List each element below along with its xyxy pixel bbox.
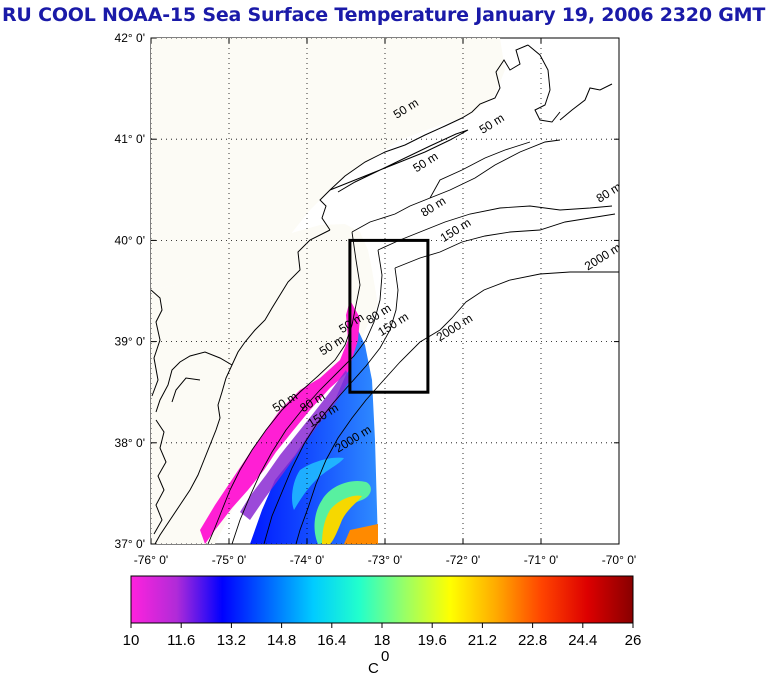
long-island bbox=[329, 129, 469, 193]
lon-tick-label: -75° 0' bbox=[212, 553, 246, 567]
lon-tick-label: -72° 0' bbox=[446, 553, 480, 567]
sst-swath-magenta bbox=[200, 300, 360, 544]
colorbar-tick-label: 18 bbox=[374, 632, 391, 649]
longitude-axis: -76° 0' -75° 0' -74° 0' -73° 0' -72° 0' -71° … bbox=[134, 38, 636, 567]
land-area-north bbox=[151, 38, 505, 290]
lon-tick-label: -76° 0' bbox=[134, 553, 168, 567]
chesapeake-bay bbox=[151, 289, 167, 535]
lon-tick-label: -74° 0' bbox=[290, 553, 324, 567]
colorbar-tick-label: 10 bbox=[123, 632, 140, 649]
sst-swath-purple bbox=[240, 370, 350, 520]
colorbar-tick-label: 24.4 bbox=[568, 632, 597, 649]
lat-tick-label: 39° 0' bbox=[115, 335, 145, 349]
lon-tick-label: -70° 0' bbox=[602, 553, 636, 567]
isobath-80m bbox=[231, 205, 613, 544]
lat-tick-label: 40° 0' bbox=[115, 233, 145, 247]
isobath-150m bbox=[263, 213, 616, 544]
lat-tick-label: 38° 0' bbox=[115, 436, 145, 450]
colorbar-tick-label: 11.6 bbox=[167, 632, 195, 649]
lon-tick-label: -73° 0' bbox=[368, 553, 402, 567]
study-area-box bbox=[348, 238, 430, 394]
colorbar-tick-label: 16.4 bbox=[317, 632, 346, 649]
cape-cod bbox=[527, 44, 613, 123]
colorbar-tick-label: 26 bbox=[625, 632, 642, 649]
colorbar-unit-label: C bbox=[368, 660, 379, 677]
lat-lon-grid bbox=[151, 38, 619, 544]
lat-tick-label: 41° 0' bbox=[115, 132, 145, 146]
sst-warm-core bbox=[322, 495, 362, 544]
land-area bbox=[151, 224, 378, 544]
sst-orange-core bbox=[344, 524, 378, 544]
colorbar-tick-label: 19.6 bbox=[418, 632, 447, 649]
lat-tick-label: 42° 0' bbox=[115, 31, 145, 45]
colorbar-tick-label: 22.8 bbox=[518, 632, 547, 649]
latitude-axis: 42° 0' 41° 0' 40° 0' 39° 0' 38° 0' 37° 0' bbox=[115, 31, 619, 551]
sst-cyan-band bbox=[292, 457, 344, 510]
isobath-50m bbox=[207, 139, 561, 544]
lon-tick-label: -71° 0' bbox=[524, 553, 558, 567]
delaware-bay bbox=[155, 351, 233, 413]
colorbar bbox=[130, 575, 634, 624]
colorbar-tick-label: 13.2 bbox=[217, 632, 246, 649]
colorbar-tick-label: 21.2 bbox=[468, 632, 497, 649]
coastline bbox=[154, 44, 529, 544]
colorbar-ticks: 10 11.6 13.2 14.8 16.4 18 19.6 21.2 22.8 24.4 26 bbox=[123, 623, 642, 649]
lat-tick-label: 37° 0' bbox=[115, 537, 145, 551]
colorbar-unit-superscript: 0 bbox=[381, 648, 389, 665]
map-title: RU COOL NOAA-15 Sea Surface Temperature … bbox=[2, 4, 766, 26]
isobath-2000m bbox=[295, 271, 619, 544]
colorbar-tick-label: 14.8 bbox=[267, 632, 296, 649]
